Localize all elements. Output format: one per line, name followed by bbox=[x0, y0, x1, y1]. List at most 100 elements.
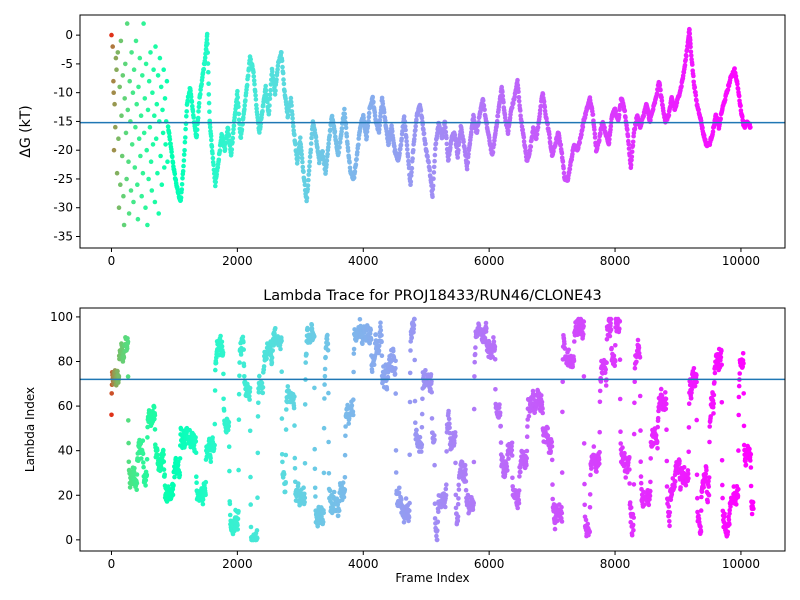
lambda-point bbox=[627, 500, 633, 505]
dg-point bbox=[136, 136, 142, 141]
lambda-point bbox=[279, 452, 285, 457]
lambda-point bbox=[637, 355, 643, 360]
lambda-point bbox=[604, 337, 610, 342]
lambda-point bbox=[526, 413, 532, 419]
lambda-point bbox=[638, 480, 644, 486]
dg-point bbox=[280, 64, 285, 70]
dg-point bbox=[537, 107, 543, 113]
lambda-point bbox=[635, 337, 641, 343]
lambda-point bbox=[620, 445, 625, 450]
dg-point bbox=[266, 108, 272, 114]
dg-point bbox=[337, 139, 343, 145]
lambda-point bbox=[560, 379, 565, 385]
dg-point bbox=[590, 112, 596, 117]
dg-point bbox=[180, 176, 185, 181]
y-tick-label: 80 bbox=[58, 355, 73, 369]
dg-point bbox=[111, 147, 117, 153]
y-tick: 0 bbox=[65, 533, 80, 547]
lambda-point bbox=[240, 334, 246, 340]
dg-point bbox=[242, 107, 247, 112]
lambda-point bbox=[539, 399, 545, 405]
dg-point bbox=[748, 124, 753, 130]
dg-point bbox=[602, 125, 607, 130]
dg-point bbox=[687, 27, 692, 32]
dg-point bbox=[521, 139, 527, 144]
dg-point bbox=[209, 144, 215, 150]
x-tick: 6000 bbox=[474, 248, 504, 268]
lambda-point bbox=[491, 335, 496, 340]
lambda-point bbox=[548, 448, 553, 454]
dg-point bbox=[409, 169, 414, 175]
lambda-point bbox=[698, 529, 704, 535]
lambda-chart-title: Lambda Trace for PROJ18433/RUN46/CLONE43 bbox=[263, 288, 602, 304]
lambda-point bbox=[555, 518, 560, 524]
dg-point bbox=[126, 211, 132, 216]
lambda-point bbox=[632, 365, 638, 371]
dg-point bbox=[111, 78, 116, 84]
dg-point bbox=[326, 141, 331, 147]
lambda-point bbox=[509, 447, 515, 453]
lambda-point bbox=[255, 450, 261, 456]
dg-point bbox=[118, 182, 123, 187]
lambda-point bbox=[357, 317, 363, 322]
lambda-point bbox=[260, 385, 266, 390]
lambda-point bbox=[630, 522, 636, 528]
lambda-point bbox=[664, 401, 669, 407]
lambda-point bbox=[121, 355, 127, 360]
dg-point bbox=[592, 135, 598, 140]
lambda-point bbox=[322, 396, 327, 401]
lambda-point bbox=[194, 480, 199, 486]
lambda-point bbox=[327, 488, 333, 493]
y-tick: 0 bbox=[65, 28, 80, 42]
lambda-point bbox=[471, 459, 477, 465]
dg-point bbox=[162, 96, 168, 101]
dg-point bbox=[547, 135, 552, 141]
lambda-point bbox=[631, 482, 637, 487]
lambda-point bbox=[155, 452, 160, 458]
dg-point bbox=[471, 115, 477, 120]
lambda-point bbox=[463, 467, 468, 472]
lambda-point bbox=[597, 399, 603, 405]
lambda-point bbox=[321, 425, 327, 431]
dg-point bbox=[267, 92, 273, 97]
dg-point bbox=[188, 94, 194, 100]
lambda-point bbox=[134, 472, 140, 477]
dg-point bbox=[167, 137, 173, 142]
y-tick-label: -15 bbox=[53, 114, 73, 128]
dg-point bbox=[455, 155, 461, 160]
dg-point bbox=[142, 96, 148, 101]
dg-point bbox=[207, 109, 212, 114]
lambda-point bbox=[432, 433, 437, 438]
dg-point bbox=[540, 92, 546, 97]
lambda-point bbox=[492, 357, 498, 362]
dg-point bbox=[561, 166, 566, 171]
dg-point bbox=[421, 131, 427, 136]
dg-point bbox=[430, 187, 436, 192]
lambda-point bbox=[279, 416, 285, 421]
dg-point bbox=[356, 136, 362, 141]
dg-point bbox=[534, 132, 540, 137]
lambda-point bbox=[498, 440, 504, 445]
lambda-point bbox=[139, 456, 144, 461]
lambda-point bbox=[312, 385, 317, 391]
dg-point bbox=[342, 106, 347, 112]
lambda-point bbox=[221, 408, 227, 413]
dg-point bbox=[351, 175, 357, 180]
lambda-point bbox=[581, 374, 587, 379]
dg-point bbox=[124, 176, 129, 182]
lambda-point bbox=[429, 379, 434, 384]
dg-point bbox=[687, 31, 692, 36]
lambda-point bbox=[407, 500, 412, 506]
lambda-point bbox=[618, 429, 623, 435]
lambda-point bbox=[326, 439, 331, 445]
lambda-y-axis-label: Lambda Index bbox=[23, 387, 37, 472]
x-tick-label: 0 bbox=[108, 254, 116, 268]
dg-point bbox=[732, 66, 737, 71]
dg-point bbox=[206, 69, 211, 75]
lambda-point bbox=[242, 374, 247, 379]
dg-point bbox=[459, 130, 465, 135]
dg-point bbox=[377, 123, 383, 128]
dg-point bbox=[626, 146, 632, 151]
lambda-point bbox=[736, 486, 741, 492]
